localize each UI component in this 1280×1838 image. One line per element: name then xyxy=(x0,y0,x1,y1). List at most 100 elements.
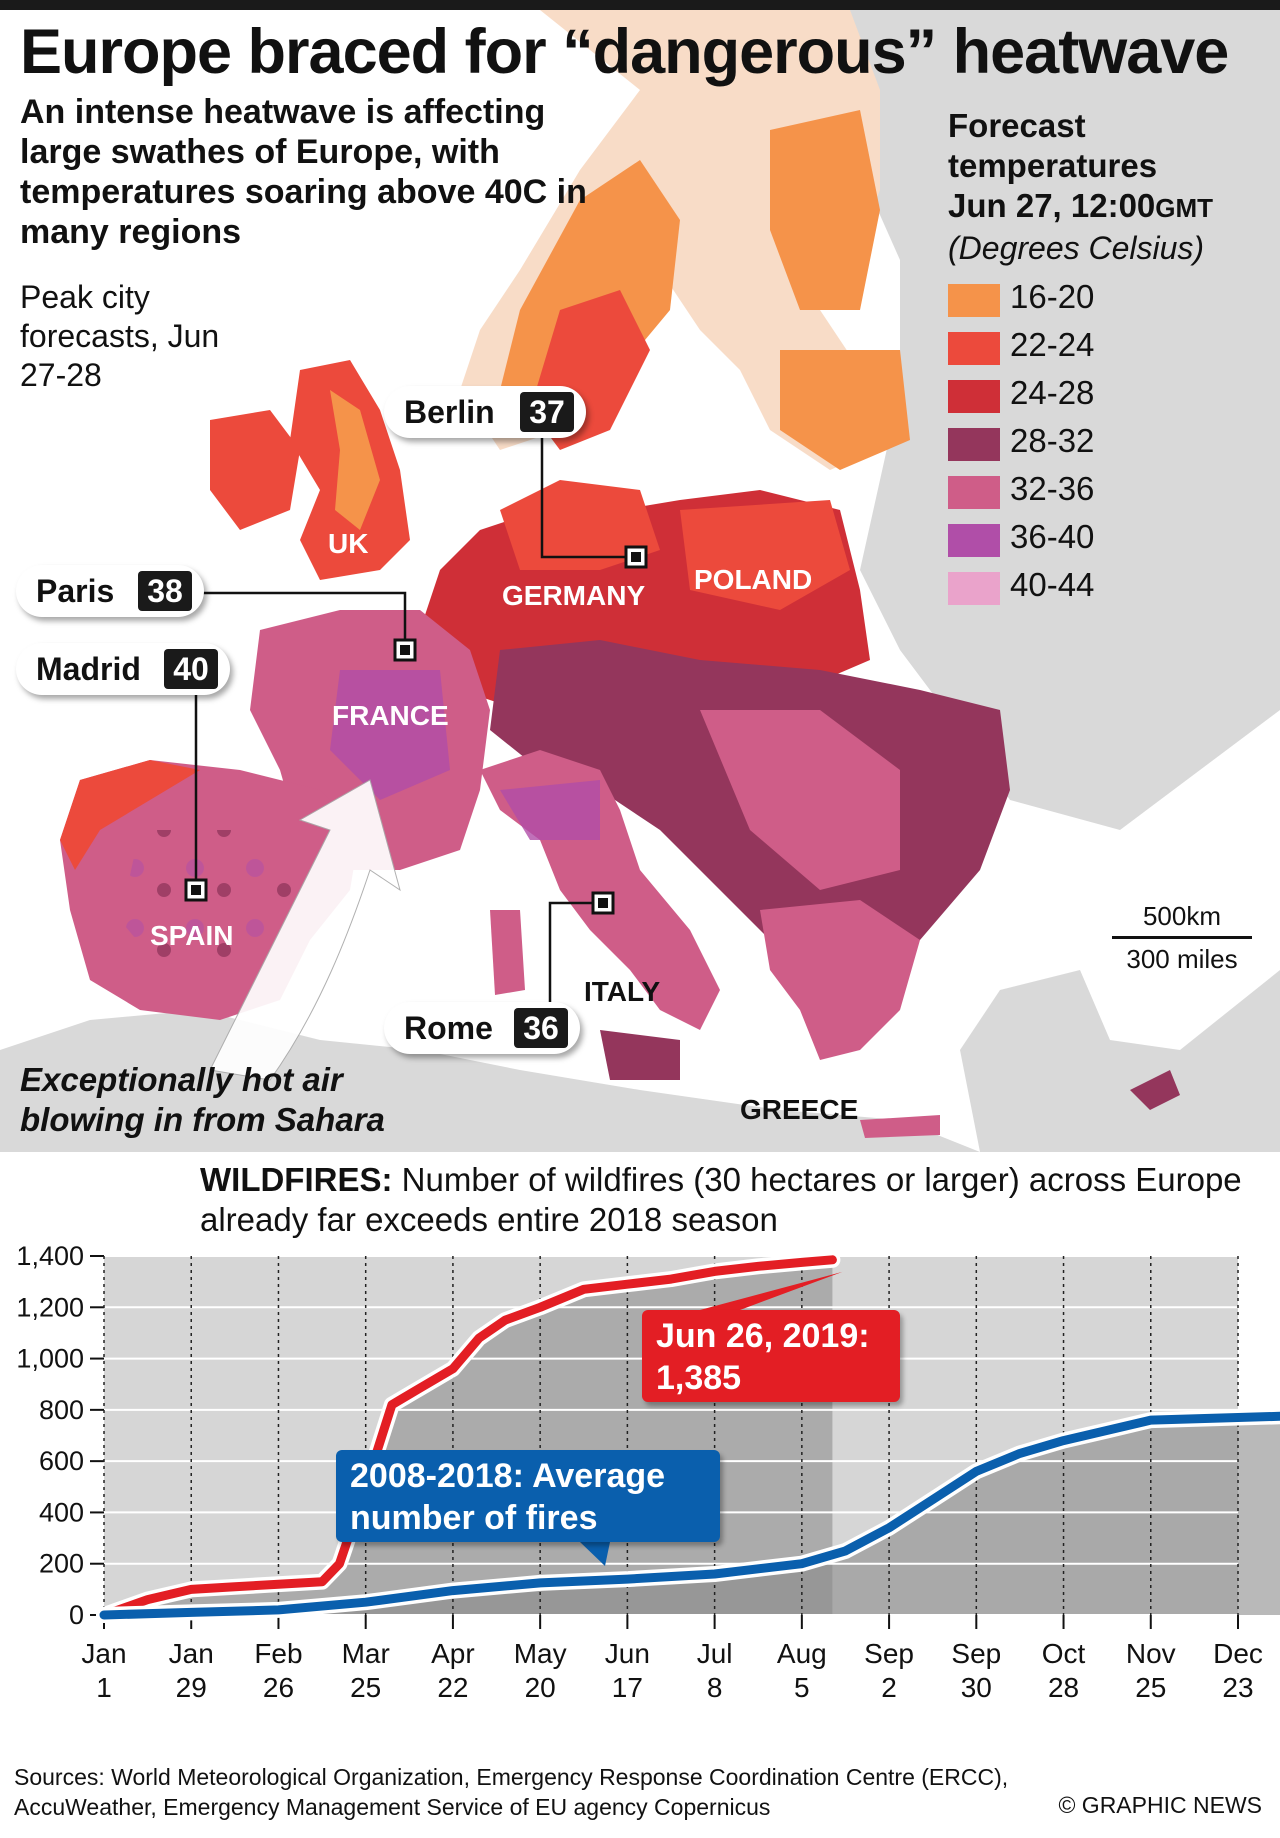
legend-label: 32-36 xyxy=(1010,470,1095,507)
legend-item: 24-28 xyxy=(948,372,1268,420)
legend-item: 22-24 xyxy=(948,324,1268,372)
top-bar xyxy=(0,0,1280,10)
y-tick-label: 1,000 xyxy=(16,1344,84,1374)
legend-item: 36-40 xyxy=(948,516,1268,564)
y-tick-label: 1,400 xyxy=(16,1241,84,1271)
x-tick-label: Jul xyxy=(697,1638,733,1669)
x-tick-label: 25 xyxy=(1135,1672,1166,1703)
callout-2019: Jun 26, 2019: 1,385 xyxy=(642,1310,900,1402)
scale-miles: 300 miles xyxy=(1126,944,1238,974)
land-crete xyxy=(860,1115,940,1138)
x-tick-label: Jun xyxy=(605,1638,650,1669)
city-label-madrid: Madrid 40 xyxy=(16,643,230,695)
land-sicily xyxy=(600,1030,680,1080)
legend-swatch xyxy=(948,572,1000,605)
series-line-average xyxy=(99,1411,1280,1620)
legend-units: (Degrees Celsius) xyxy=(948,230,1205,266)
legend-swatch xyxy=(948,524,1000,557)
city-leaders xyxy=(194,420,636,1020)
credit: © GRAPHIC NEWS xyxy=(1058,1792,1262,1818)
map-graphic xyxy=(0,10,1280,1152)
legend-swatch xyxy=(948,284,1000,317)
legend-date: Jun 27, 12:00GMT xyxy=(948,187,1214,224)
area-average xyxy=(104,1416,1280,1615)
x-tick-label: 22 xyxy=(437,1672,468,1703)
x-tick-label: 1 xyxy=(96,1672,112,1703)
y-tick-label: 400 xyxy=(39,1497,84,1527)
country-label-france: FRANCE xyxy=(332,700,449,731)
city-label-paris: Paris 38 xyxy=(16,565,204,617)
x-tick-label: 5 xyxy=(794,1672,810,1703)
temperature-legend: Forecast temperatures Jun 27, 12:00GMT (… xyxy=(948,106,1268,612)
series-line-2019 xyxy=(99,1255,837,1620)
y-tick-label: 0 xyxy=(69,1600,84,1630)
legend-label: 24-28 xyxy=(1010,374,1095,411)
x-tick-label: Aug xyxy=(777,1638,827,1669)
x-tick-label: Apr xyxy=(431,1638,475,1669)
x-tick-label: 29 xyxy=(176,1672,207,1703)
x-tick-label: Oct xyxy=(1042,1638,1086,1669)
legend-item: 16-20 xyxy=(948,276,1268,324)
y-tick-label: 1,200 xyxy=(16,1292,84,1322)
legend-swatch xyxy=(948,380,1000,413)
y-tick-label: 600 xyxy=(39,1446,84,1476)
country-label-germany: GERMANY xyxy=(502,580,646,611)
scale-bar xyxy=(1112,936,1252,939)
legend-label: 22-24 xyxy=(1010,326,1095,363)
x-tick-label: 20 xyxy=(525,1672,556,1703)
country-label-greece: GREECE xyxy=(740,1094,859,1125)
country-label-spain: SPAIN xyxy=(150,920,234,951)
legend-item: 32-36 xyxy=(948,468,1268,516)
x-tick-label: Jan xyxy=(169,1638,214,1669)
wildfires-heading: WILDFIRES: Number of wildfires (30 hecta… xyxy=(200,1161,1242,1238)
legend-label: 40-44 xyxy=(1010,566,1095,603)
page-title: Europe braced for “dangerous” heatwave xyxy=(20,17,1229,87)
map-scale: 500km 300 miles xyxy=(1112,900,1252,975)
page-subtitle: An intense heatwave is affecting large s… xyxy=(20,93,587,251)
x-tick-label: 17 xyxy=(612,1672,643,1703)
x-tick-label: 30 xyxy=(961,1672,992,1703)
x-tick-label: Sep xyxy=(951,1638,1001,1669)
legend-item: 40-44 xyxy=(948,564,1268,612)
city-label-berlin: Berlin 37 xyxy=(384,386,586,438)
sources: Sources: World Meteorological Organizati… xyxy=(14,1764,1009,1820)
legend-label: 28-32 xyxy=(1010,422,1095,459)
legend-swatch xyxy=(948,332,1000,365)
x-tick-label: Dec xyxy=(1213,1638,1263,1669)
callout-average-pointer xyxy=(580,1542,610,1566)
land-cyprus xyxy=(1130,1070,1180,1110)
city-label-rome: Rome 36 xyxy=(384,1002,580,1054)
land-ireland xyxy=(210,410,300,530)
x-tick-label: 23 xyxy=(1222,1672,1253,1703)
legend-item: 28-32 xyxy=(948,420,1268,468)
x-tick-label: 28 xyxy=(1048,1672,1079,1703)
x-tick-label: May xyxy=(514,1638,567,1669)
y-tick-label: 200 xyxy=(39,1549,84,1579)
legend-swatch xyxy=(948,476,1000,509)
legend-title: Forecast temperatures xyxy=(948,107,1158,184)
callout-average: 2008-2018: Average number of fires xyxy=(336,1450,720,1542)
x-tick-label: 25 xyxy=(350,1672,381,1703)
x-tick-label: Nov xyxy=(1126,1638,1176,1669)
x-tick-label: Jan xyxy=(81,1638,126,1669)
x-tick-label: 8 xyxy=(707,1672,723,1703)
sahara-arrow xyxy=(209,779,401,1081)
land-greece xyxy=(760,900,920,1060)
legend-label: 36-40 xyxy=(1010,518,1095,555)
legend-swatch xyxy=(948,428,1000,461)
country-label-uk: UK xyxy=(328,528,369,559)
city-markers xyxy=(184,545,648,915)
scale-km: 500km xyxy=(1142,901,1222,931)
sahara-note: Exceptionally hot air blowing in from Sa… xyxy=(20,1061,385,1138)
europe-map xyxy=(0,10,1280,1152)
land-east xyxy=(760,10,1280,1152)
x-tick-label: Mar xyxy=(342,1638,390,1669)
x-tick-label: Sep xyxy=(864,1638,914,1669)
y-tick-label: 800 xyxy=(39,1395,84,1425)
country-label-italy: ITALY xyxy=(584,976,661,1007)
country-label-poland: POLAND xyxy=(694,564,813,595)
land-sardinia xyxy=(490,910,525,995)
legend-label: 16-20 xyxy=(1010,278,1095,315)
x-tick-label: 26 xyxy=(263,1672,294,1703)
peak-forecast-note: Peak city forecasts, Jun 27-28 xyxy=(20,279,220,393)
